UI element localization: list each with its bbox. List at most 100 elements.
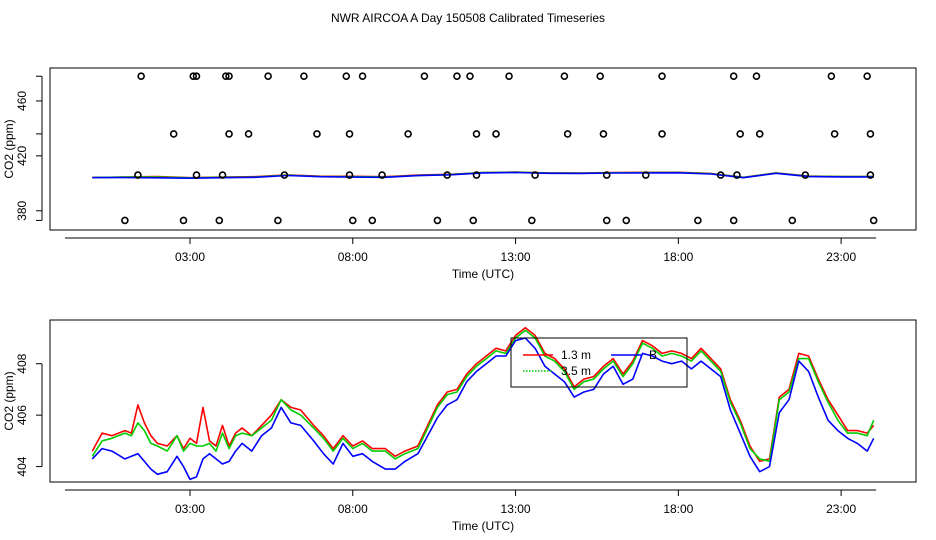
data-point <box>244 130 253 138</box>
data-point <box>225 130 233 138</box>
x-tick-label: 13:00 <box>501 502 531 516</box>
data-point <box>348 216 357 225</box>
x-tick-label: 08:00 <box>338 502 368 516</box>
x-tick-label: 18:00 <box>663 250 693 264</box>
y-tick-label: 420 <box>15 146 29 166</box>
data-point <box>736 130 744 138</box>
data-point <box>863 72 871 81</box>
data-point <box>788 216 797 225</box>
x-tick-label: 03:00 <box>175 250 205 264</box>
legend-label: 1.3 m <box>561 348 591 362</box>
data-point <box>192 72 201 81</box>
data-point <box>368 216 377 225</box>
data-point <box>225 72 233 81</box>
data-point <box>694 216 702 225</box>
data-point <box>563 130 572 138</box>
data-point <box>274 216 282 225</box>
data-point <box>658 130 666 138</box>
data-point <box>528 216 536 225</box>
data-point <box>830 130 839 138</box>
data-point <box>345 171 354 179</box>
plot-frame <box>49 67 917 231</box>
data-point <box>169 130 178 138</box>
data-point <box>827 72 836 81</box>
x-tick-label: 13:00 <box>501 250 531 264</box>
data-point <box>192 171 201 179</box>
data-point <box>218 171 227 179</box>
data-point <box>280 171 289 179</box>
data-point <box>801 171 810 179</box>
x-tick-label: 23:00 <box>826 502 856 516</box>
data-point <box>869 216 878 225</box>
y-tick-label: 404 <box>15 456 29 476</box>
data-point <box>121 216 129 225</box>
data-point <box>264 72 272 81</box>
data-point <box>866 130 875 138</box>
data-point <box>729 72 738 81</box>
data-point <box>505 72 513 81</box>
y-tick-label: 406 <box>15 405 29 425</box>
data-point <box>443 171 451 179</box>
data-point <box>378 171 386 179</box>
data-point <box>469 216 478 225</box>
plot-panel-1: 03:00 08:00 13:00 18:00 23:00 Time (UTC) 380 42… <box>2 67 917 281</box>
x-tick-label: 08:00 <box>338 250 368 264</box>
data-point <box>466 72 474 81</box>
x-axis-label: Time (UTC) <box>452 519 514 533</box>
data-point <box>596 72 605 81</box>
data-point <box>599 130 608 138</box>
y-axis-label: CO2 (ppm) <box>2 119 16 178</box>
plot-panel-2: 03:00 08:00 13:00 18:00 23:00 Time (UTC) 404 40… <box>2 319 917 533</box>
data-point <box>215 216 224 225</box>
data-point <box>472 171 481 179</box>
data-point <box>453 72 461 81</box>
legend: 1.3 m B 3.5 m <box>510 337 688 388</box>
data-point <box>345 130 354 138</box>
x-axis-label: Time (UTC) <box>452 267 514 281</box>
data-point <box>531 171 539 179</box>
data-point <box>755 130 764 138</box>
x-tick-label: 18:00 <box>663 502 693 516</box>
y-tick-label: 408 <box>15 353 29 373</box>
data-point <box>716 171 725 179</box>
data-point <box>358 72 367 81</box>
data-point <box>733 171 741 179</box>
data-point <box>729 216 738 225</box>
x-tick-label: 03:00 <box>175 502 205 516</box>
series-line-B <box>91 337 875 481</box>
data-point <box>866 171 875 179</box>
legend-box <box>510 337 688 388</box>
data-point <box>420 72 429 81</box>
data-point <box>137 72 145 81</box>
data-point <box>752 72 761 81</box>
x-tick-label: 23:00 <box>826 250 856 264</box>
y-tick-label: 380 <box>15 200 29 220</box>
series-line-35m <box>91 329 875 463</box>
data-point <box>342 72 351 81</box>
legend-label: 3.5 m <box>561 364 591 378</box>
chart-title: NWR AIRCOA A Day 150508 Calibrated Times… <box>331 11 605 25</box>
y-axis-label: CO2 (ppm) <box>2 371 16 430</box>
data-point <box>189 72 198 81</box>
data-point <box>134 171 142 179</box>
legend-label: B <box>649 348 657 362</box>
series-line-13m <box>91 326 875 463</box>
data-point <box>300 72 308 81</box>
data-point <box>313 130 321 138</box>
data-point <box>492 130 500 138</box>
data-point <box>404 130 412 138</box>
series-line-B <box>92 171 874 179</box>
data-point <box>472 130 481 138</box>
data-point <box>641 171 650 179</box>
data-point <box>622 216 631 225</box>
data-point <box>602 171 611 179</box>
y-tick-label: 460 <box>15 91 29 111</box>
plot-frame <box>49 319 917 483</box>
data-point <box>658 72 666 81</box>
data-point <box>179 216 188 225</box>
data-point <box>433 216 442 225</box>
data-point <box>560 72 569 81</box>
data-point <box>222 72 230 81</box>
data-point <box>602 216 611 225</box>
